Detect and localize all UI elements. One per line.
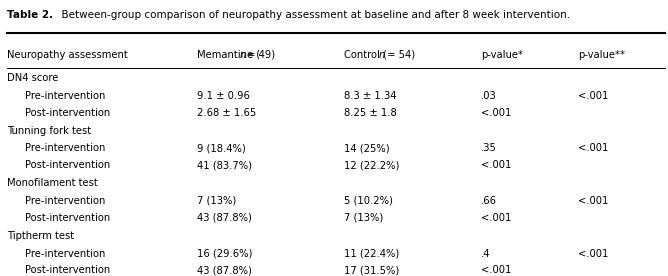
Text: Pre-intervention: Pre-intervention: [25, 144, 106, 153]
Text: Neuropathy assessment: Neuropathy assessment: [7, 50, 128, 60]
Text: <.001: <.001: [481, 213, 511, 223]
Text: .35: .35: [481, 144, 497, 153]
Text: 7 (13%): 7 (13%): [197, 196, 236, 206]
Text: 5 (10.2%): 5 (10.2%): [344, 196, 393, 206]
Text: 43 (87.8%): 43 (87.8%): [197, 213, 252, 223]
Text: n: n: [240, 50, 246, 60]
Text: 9 (18.4%): 9 (18.4%): [197, 144, 246, 153]
Text: <.001: <.001: [481, 265, 511, 275]
Text: 43 (87.8%): 43 (87.8%): [197, 265, 252, 275]
Text: <.001: <.001: [481, 108, 511, 118]
Text: 9.1 ± 0.96: 9.1 ± 0.96: [197, 91, 250, 101]
Text: Control (: Control (: [344, 50, 387, 60]
Text: 16 (29.6%): 16 (29.6%): [197, 248, 253, 259]
Text: Post-intervention: Post-intervention: [25, 108, 111, 118]
Text: Between-group comparison of neuropathy assessment at baseline and after 8 week i: Between-group comparison of neuropathy a…: [55, 10, 570, 20]
Text: 41 (83.7%): 41 (83.7%): [197, 160, 252, 170]
Text: Tunning fork test: Tunning fork test: [7, 126, 91, 136]
Text: <.001: <.001: [481, 160, 511, 170]
Text: n: n: [379, 50, 385, 60]
Text: Table 2.: Table 2.: [7, 10, 53, 20]
Text: 17 (31.5%): 17 (31.5%): [344, 265, 399, 275]
Text: DN4 score: DN4 score: [7, 73, 58, 83]
Text: 14 (25%): 14 (25%): [344, 144, 389, 153]
Text: Post-intervention: Post-intervention: [25, 160, 111, 170]
Text: Post-intervention: Post-intervention: [25, 213, 111, 223]
Text: .4: .4: [481, 248, 490, 259]
Text: = 54): = 54): [383, 50, 415, 60]
Text: 2.68 ± 1.65: 2.68 ± 1.65: [197, 108, 257, 118]
Text: <.001: <.001: [578, 196, 608, 206]
Text: 11 (22.4%): 11 (22.4%): [344, 248, 399, 259]
Text: Post-intervention: Post-intervention: [25, 265, 111, 275]
Text: Tiptherm test: Tiptherm test: [7, 231, 73, 241]
Text: p-value*: p-value*: [481, 50, 523, 60]
Text: Memantine (: Memantine (: [197, 50, 260, 60]
Text: Monofilament test: Monofilament test: [7, 178, 98, 188]
Text: 7 (13%): 7 (13%): [344, 213, 383, 223]
Text: <.001: <.001: [578, 248, 608, 259]
Text: Pre-intervention: Pre-intervention: [25, 91, 106, 101]
Text: .03: .03: [481, 91, 497, 101]
Text: 8.25 ± 1.8: 8.25 ± 1.8: [344, 108, 397, 118]
Text: <.001: <.001: [578, 144, 608, 153]
Text: = 49): = 49): [244, 50, 275, 60]
Text: 8.3 ± 1.34: 8.3 ± 1.34: [344, 91, 397, 101]
Text: Pre-intervention: Pre-intervention: [25, 196, 106, 206]
Text: Pre-intervention: Pre-intervention: [25, 248, 106, 259]
Text: 12 (22.2%): 12 (22.2%): [344, 160, 399, 170]
Text: p-value**: p-value**: [578, 50, 625, 60]
Text: .66: .66: [481, 196, 497, 206]
Text: <.001: <.001: [578, 91, 608, 101]
